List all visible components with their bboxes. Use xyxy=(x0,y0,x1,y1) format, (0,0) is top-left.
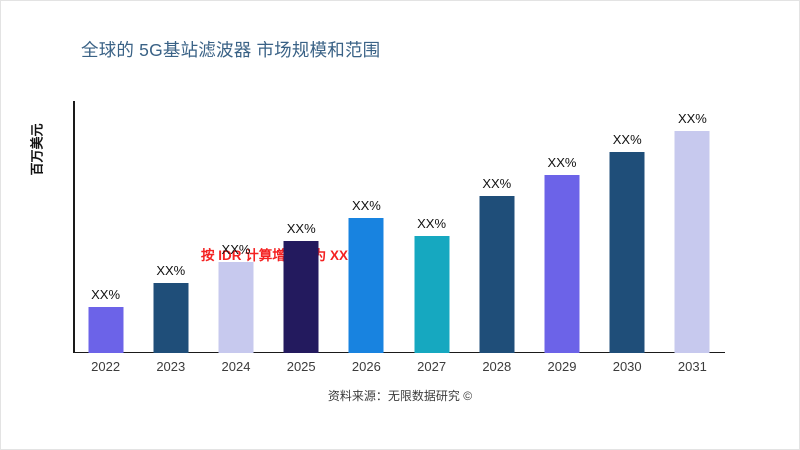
bar[interactable] xyxy=(609,152,645,353)
page-title: 全球的 5G基站滤波器 市场规模和范围 xyxy=(81,40,381,60)
bar-group: XX% 2026 xyxy=(334,101,399,374)
bar-value-label: XX% xyxy=(156,263,186,279)
bar-group: XX% 2031 xyxy=(660,101,725,374)
bar-value-label: XX% xyxy=(351,198,381,214)
bar-value-label: XX% xyxy=(547,154,577,170)
bar[interactable] xyxy=(88,307,124,353)
y-axis-title: 百万美元 xyxy=(29,123,45,176)
growth-rate-annotation: 按 IDR 计算增长率为 XX% xyxy=(201,248,361,263)
bar[interactable] xyxy=(218,261,254,353)
bar-group: XX% 2024 xyxy=(203,101,268,374)
x-axis-tick-label: 2031 xyxy=(677,359,707,374)
bar-value-label: XX% xyxy=(221,241,251,257)
bar[interactable] xyxy=(348,218,384,353)
x-axis-tick-label: 2029 xyxy=(547,359,577,374)
bar-value-label: XX% xyxy=(677,111,707,127)
bar-group: XX% 2029 xyxy=(529,101,594,374)
bar-group: XX% 2025 xyxy=(269,101,334,374)
plot-area: 按 IDR 计算增长率为 XX% XX% 2022 XX% 2023 XX% 2024 XX… xyxy=(73,101,725,374)
x-axis-tick-label: 2028 xyxy=(482,359,512,374)
bar-group: XX% 2027 xyxy=(399,101,464,374)
bar-value-label: XX% xyxy=(417,215,447,231)
bar-value-label: XX% xyxy=(482,176,512,191)
bar-group: XX% 2030 xyxy=(595,101,660,374)
bar-group: XX% 2022 xyxy=(73,101,138,374)
x-axis-tick-label: 2025 xyxy=(286,359,316,374)
bar-group: XX% 2023 xyxy=(138,101,203,374)
bar[interactable] xyxy=(414,235,450,353)
bar-value-label: XX% xyxy=(286,220,316,236)
x-axis-line xyxy=(73,351,725,353)
bar-value-label: XX% xyxy=(612,132,642,148)
bar[interactable] xyxy=(479,196,515,353)
x-axis-tick-label: 2022 xyxy=(91,359,121,374)
bar-value-label: XX% xyxy=(91,287,121,303)
bar[interactable] xyxy=(544,174,580,353)
y-axis-line xyxy=(73,101,75,353)
bar[interactable] xyxy=(674,131,710,353)
source-note: 资料来源：无限数据研究 © xyxy=(327,389,473,403)
bar[interactable] xyxy=(153,283,189,353)
x-axis-tick-label: 2026 xyxy=(351,359,381,374)
bar[interactable] xyxy=(283,240,319,353)
bar-group: XX% 2028 xyxy=(464,101,529,374)
x-axis-tick-label: 2023 xyxy=(156,359,186,374)
x-axis-tick-label: 2030 xyxy=(612,359,642,374)
x-axis-tick-label: 2024 xyxy=(221,359,251,374)
x-axis-tick-label: 2027 xyxy=(417,359,447,374)
